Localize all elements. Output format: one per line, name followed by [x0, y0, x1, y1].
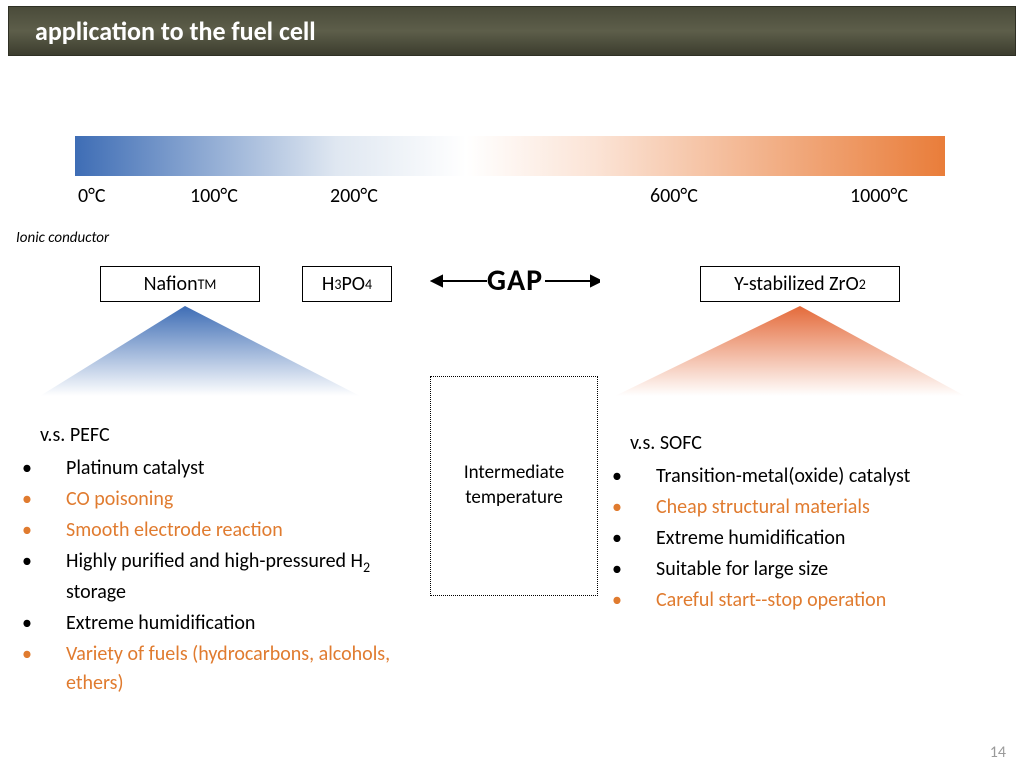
list-item: Extreme humidification	[634, 524, 1000, 553]
ionic-conductor-label: Ionic conductor	[16, 229, 109, 247]
list-item: CO poisoning	[44, 485, 400, 514]
temperature-gradient-bar	[75, 136, 945, 176]
conductor-h3po4-box: H3PO4	[302, 266, 392, 302]
temperature-tick: 600°C	[650, 184, 698, 208]
left-header: v.s. PEFC	[40, 421, 400, 450]
intermediate-temperature-label: Intermediate temperature	[431, 461, 597, 510]
list-item: Platinum catalyst	[44, 454, 400, 483]
right-header: v.s. SOFC	[630, 429, 1000, 458]
temperature-tick: 200°C	[330, 184, 378, 208]
temperature-tick: 100°C	[190, 184, 238, 208]
conductor-nafion-box: NafionTM	[100, 266, 260, 302]
left-list: Platinum catalystCO poisoningSmooth elec…	[40, 454, 400, 698]
gap-block: GAP	[430, 262, 600, 299]
temperature-tick: 0°C	[78, 184, 106, 208]
page-title: application to the fuel cell	[35, 15, 316, 47]
triangle-blue-icon	[40, 306, 360, 396]
temperature-tick: 1000°C	[850, 184, 908, 208]
list-item: Extreme humidification	[44, 609, 400, 638]
list-item: Cheap structural materials	[634, 493, 1000, 522]
list-item: Suitable for large size	[634, 555, 1000, 584]
gap-label: GAP	[487, 262, 543, 299]
right-list: Transition-metal(oxide) catalystCheap st…	[630, 462, 1000, 615]
page-number: 14	[990, 743, 1006, 762]
right-column: v.s. SOFC Transition-metal(oxide) cataly…	[630, 429, 1000, 617]
triangle-red-icon	[615, 306, 965, 396]
list-item: Careful start--stop operation	[634, 586, 1000, 615]
list-item: Smooth electrode reaction	[44, 516, 400, 545]
arrow-left-icon	[430, 271, 487, 291]
intermediate-temperature-box: Intermediate temperature	[430, 376, 598, 596]
list-item: Highly purified and high-pressured H2 st…	[44, 547, 400, 607]
list-item: Variety of fuels (hydrocarbons, alcohols…	[44, 640, 400, 698]
conductor-yzirconia-box: Y-stabilized ZrO2	[700, 266, 900, 302]
left-column: v.s. PEFC Platinum catalystCO poisoningS…	[40, 421, 400, 700]
arrow-right-icon	[543, 271, 600, 291]
list-item: Transition-metal(oxide) catalyst	[634, 462, 1000, 491]
title-bar: application to the fuel cell	[8, 6, 1016, 56]
